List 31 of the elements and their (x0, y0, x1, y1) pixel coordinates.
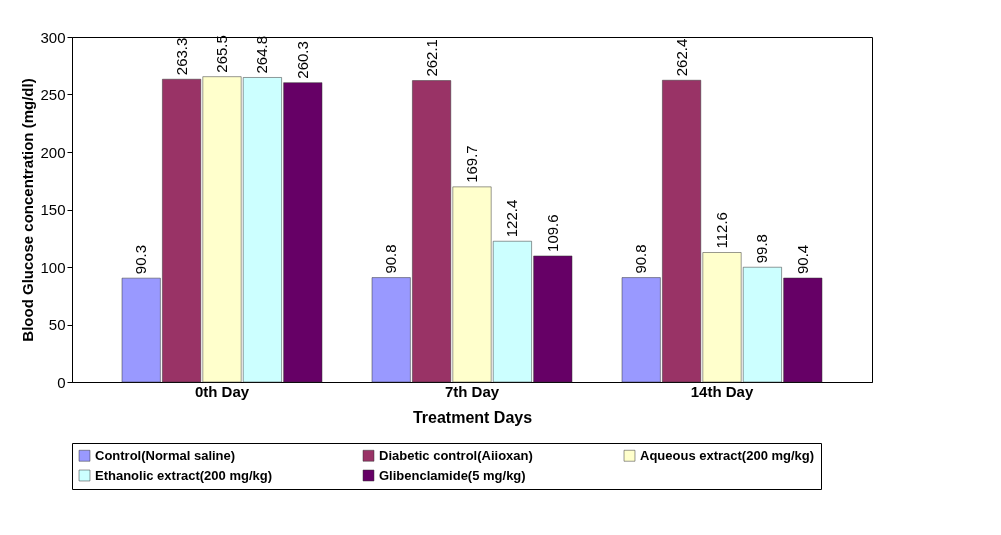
legend-label: Ethanolic extract(200 mg/kg) (95, 467, 272, 483)
y-tick-label: 50 (48, 316, 66, 333)
data-label: 90.3 (132, 244, 150, 275)
legend-label: Aqueous extract(200 mg/kg) (640, 447, 815, 463)
y-tick-label: 150 (40, 201, 66, 218)
x-tick-label: 0th Day (194, 382, 250, 400)
data-label: 112.6 (713, 212, 730, 249)
data-label: 109.6 (543, 214, 561, 252)
data-label: 262.1 (422, 39, 440, 77)
y-tick-label: 300 (40, 28, 66, 46)
legend-label: Control(Normal saline) (95, 447, 236, 463)
data-label: 99.8 (753, 234, 771, 264)
x-tick-label: 14th Day (690, 382, 754, 400)
x-axis-title: Treatment Days (412, 408, 533, 426)
data-label: 262.4 (672, 38, 690, 77)
data-label: 169.7 (463, 145, 480, 183)
data-label: 90.4 (793, 244, 811, 275)
data-label: 263.3 (172, 37, 190, 76)
data-label: 260.3 (293, 41, 311, 79)
y-tick-label: 0 (57, 373, 66, 391)
legend-label: Glibenclamide(5 mg/kg) (379, 467, 526, 483)
y-axis-title: Blood Glucose concentration (mg/dl) (19, 78, 37, 342)
x-tick-label: 7th Day (444, 382, 500, 400)
y-tick-label: 100 (40, 258, 66, 276)
y-tick-label: 200 (40, 143, 66, 161)
data-label: 90.8 (632, 244, 650, 274)
legend-label: Diabetic control(Aiioxan) (379, 447, 533, 463)
data-label: 90.8 (382, 244, 400, 274)
data-label: 265.5 (213, 35, 230, 73)
data-label: 122.4 (503, 199, 521, 238)
y-tick-label: 250 (40, 86, 66, 103)
